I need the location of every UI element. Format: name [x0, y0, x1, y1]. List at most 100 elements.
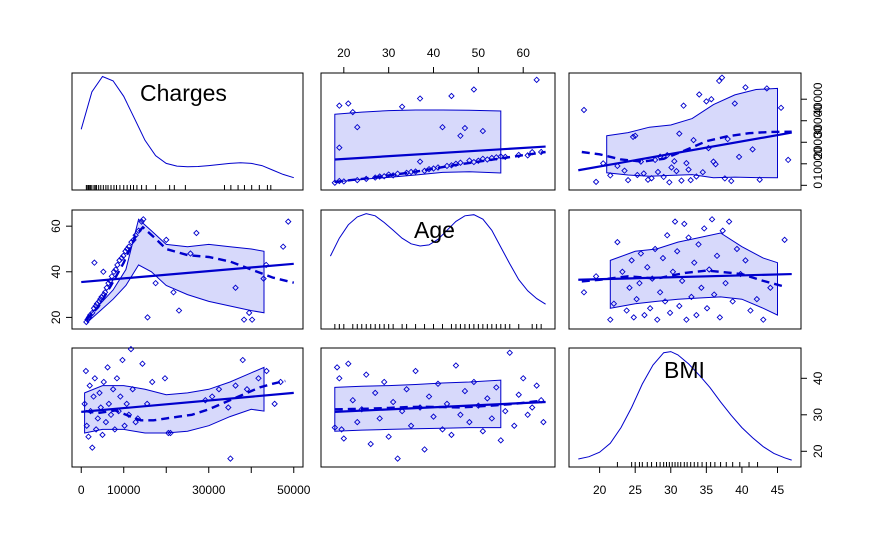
- data-point-3-2: [333, 364, 341, 371]
- data-point-3-1: [113, 375, 121, 382]
- data-point-2-3: [705, 266, 713, 273]
- data-point-1-3: [607, 172, 614, 179]
- data-point-3-1: [86, 382, 93, 389]
- smooth-line-2-1: [84, 225, 295, 321]
- data-point-2-1: [138, 218, 145, 225]
- data-point-3-1: [85, 433, 92, 440]
- data-point-3-2: [484, 395, 491, 402]
- data-point-3-1: [82, 367, 90, 375]
- data-point-3-2: [407, 422, 415, 429]
- data-point-1-2: [470, 86, 478, 93]
- data-point-2-3: [767, 284, 774, 291]
- data-point-1-3: [712, 160, 719, 168]
- data-point-1-3: [631, 132, 639, 140]
- data-point-3-1: [107, 411, 115, 419]
- data-point-2-3: [710, 291, 718, 298]
- smooth-line-1-2: [334, 150, 546, 184]
- data-point-3-2: [519, 375, 527, 382]
- data-point-2-1: [144, 314, 151, 321]
- data-point-2-1: [284, 218, 292, 225]
- top-tick-label-age: 30: [382, 46, 396, 60]
- data-point-3-2: [506, 349, 513, 356]
- data-point-1-3: [654, 168, 662, 176]
- data-point-2-3: [781, 236, 788, 244]
- data-point-3-2: [533, 382, 540, 389]
- data-point-1-3: [685, 166, 692, 173]
- data-point-1-3: [629, 133, 637, 141]
- data-point-1-2: [457, 159, 464, 166]
- data-point-3-1: [271, 400, 278, 408]
- data-point-2-3: [695, 241, 702, 248]
- data-point-2-3: [628, 257, 635, 264]
- data-point-2-3: [683, 316, 690, 323]
- data-point-3-2: [354, 418, 361, 426]
- data-point-1-2: [345, 100, 352, 107]
- confidence-band-2-3: [609, 232, 778, 316]
- data-point-3-1: [139, 360, 146, 367]
- data-point-2-3: [678, 277, 686, 285]
- data-point-3-1: [104, 364, 111, 371]
- data-point-2-3: [607, 316, 614, 323]
- data-point-3-2: [331, 424, 339, 431]
- data-point-3-1: [225, 404, 232, 411]
- data-point-3-2: [493, 384, 500, 391]
- y-tick-label-charges: 30000: [811, 104, 825, 138]
- data-point-1-3: [742, 84, 749, 91]
- data-point-3-2: [452, 362, 460, 369]
- regression-line-1-2: [334, 145, 546, 161]
- data-point-3-1: [255, 375, 262, 382]
- data-point-1-3: [640, 170, 647, 177]
- data-point-2-3: [637, 250, 645, 257]
- top-tick-label-age: 20: [337, 46, 351, 60]
- data-point-2-1: [140, 216, 147, 223]
- y-tick-label-age: 40: [49, 265, 63, 279]
- data-point-2-1: [193, 229, 200, 237]
- confidence-band-2-1: [87, 218, 265, 324]
- confidence-band-3-2: [334, 379, 502, 432]
- data-point-2-3: [753, 295, 761, 303]
- data-point-2-3: [708, 216, 716, 223]
- data-point-1-2: [502, 153, 509, 161]
- data-point-2-3: [661, 298, 669, 305]
- data-point-3-2: [502, 407, 509, 415]
- data-point-2-3: [713, 252, 721, 260]
- data-point-2-3: [693, 311, 700, 319]
- data-point-3-1: [243, 386, 251, 393]
- data-point-1-2: [349, 108, 357, 116]
- data-point-2-1: [112, 266, 119, 273]
- x-tick-label-charges: 50000: [277, 483, 311, 497]
- data-point-2-3: [716, 314, 724, 321]
- data-point-2-3: [626, 284, 633, 291]
- data-point-2-1: [232, 284, 239, 291]
- x-tick-label-bmi: 40: [735, 483, 749, 497]
- data-point-2-3: [663, 232, 671, 239]
- data-point-1-3: [699, 168, 707, 176]
- data-point-1-2: [354, 123, 361, 131]
- data-point-1-3: [728, 177, 735, 185]
- data-point-2-3: [580, 289, 588, 296]
- data-point-1-2: [484, 156, 491, 163]
- data-point-3-2: [488, 415, 496, 422]
- data-point-3-1: [105, 400, 113, 408]
- data-point-2-3: [659, 254, 667, 262]
- data-point-1-3: [678, 177, 685, 184]
- data-point-3-2: [340, 435, 348, 442]
- data-point-3-2: [394, 455, 401, 462]
- data-point-1-3: [592, 178, 600, 186]
- density-curve-bmi: [578, 351, 792, 461]
- data-point-2-1: [103, 284, 110, 291]
- data-point-2-1: [175, 307, 183, 314]
- data-point-2-3: [685, 234, 692, 241]
- data-point-3-2: [479, 427, 487, 435]
- y-tick-label-charges: 10000: [811, 147, 825, 181]
- data-point-3-2: [389, 398, 397, 406]
- panel-frame-3-2: [320, 347, 556, 468]
- data-point-1-2: [416, 95, 424, 102]
- data-point-2-3: [725, 218, 733, 225]
- data-point-1-3: [660, 173, 667, 181]
- data-point-3-1: [129, 386, 136, 393]
- data-point-2-1: [123, 245, 131, 253]
- data-point-3-1: [263, 367, 270, 375]
- data-point-1-3: [695, 91, 703, 98]
- data-point-1-3: [683, 159, 690, 167]
